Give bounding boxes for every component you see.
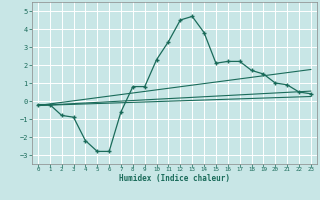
X-axis label: Humidex (Indice chaleur): Humidex (Indice chaleur) [119,174,230,183]
